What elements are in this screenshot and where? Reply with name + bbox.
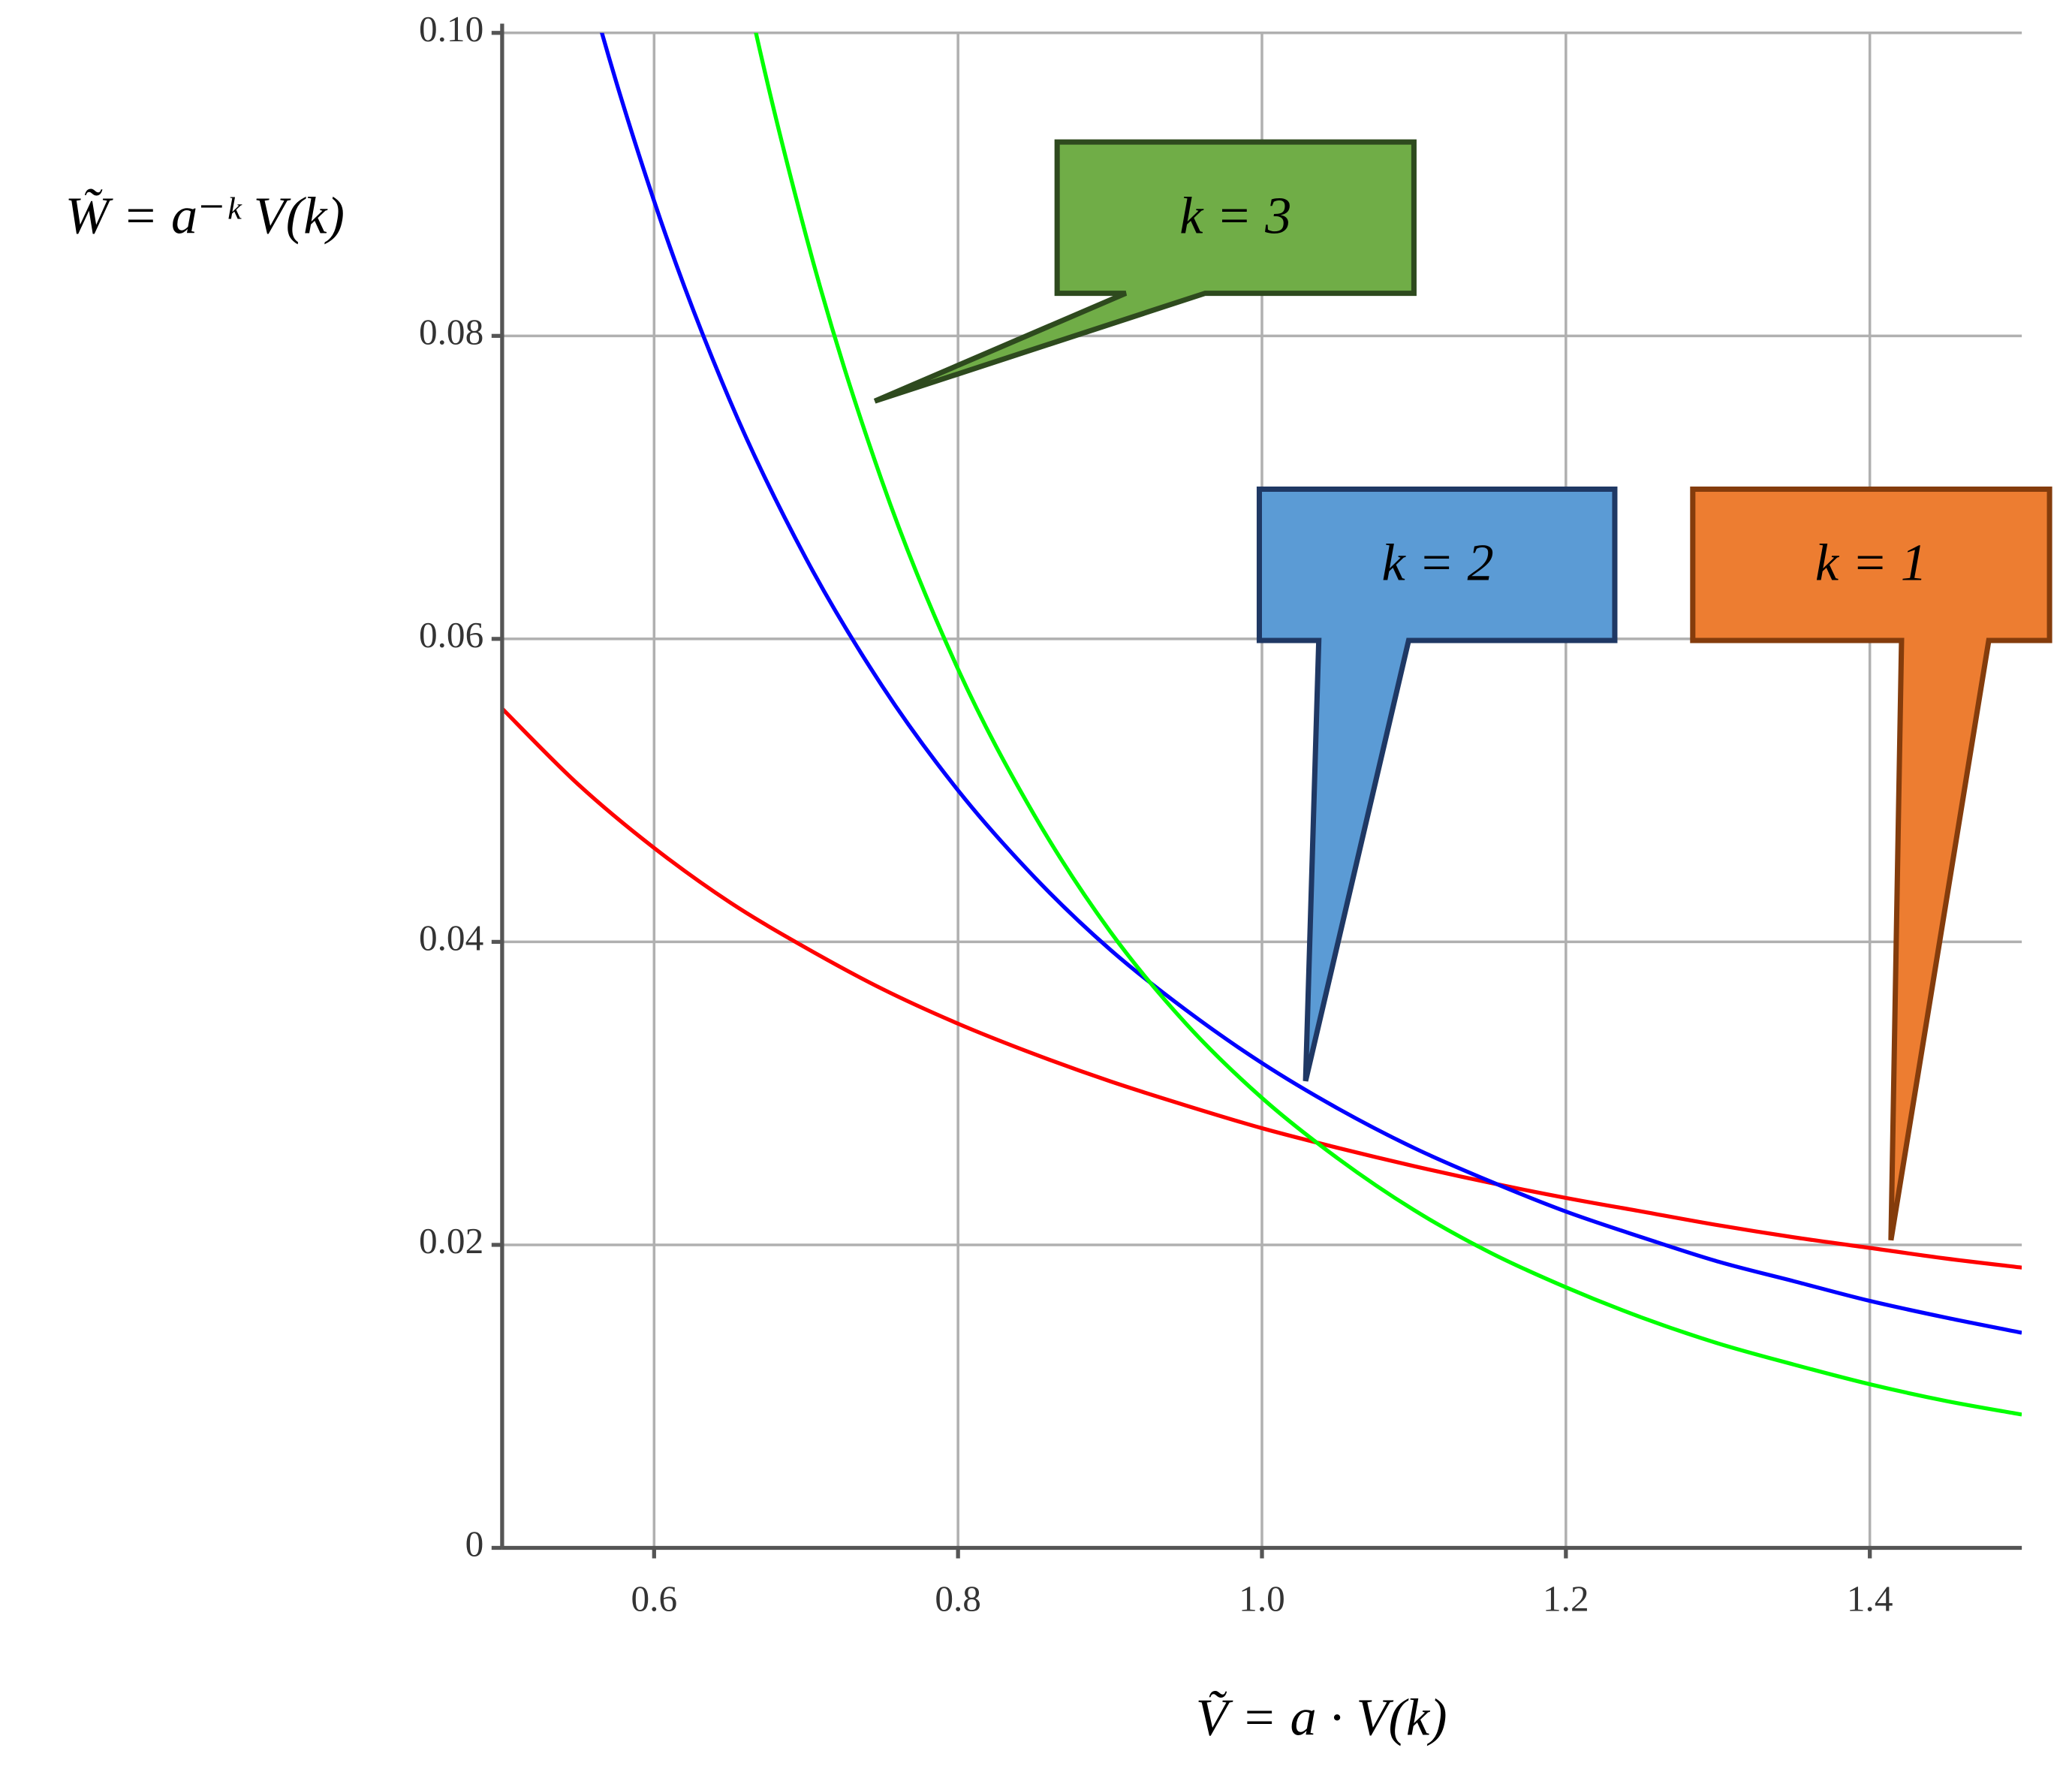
x-tick-label: 0.8 xyxy=(935,1578,981,1620)
series-line xyxy=(501,707,2022,1270)
y-tick-label: 0.06 xyxy=(419,614,483,655)
callout-label: k = 2 xyxy=(1382,534,1494,592)
lines xyxy=(501,32,2022,1417)
callout-k3 xyxy=(873,139,1417,404)
ticks: 0.6 0.8 1.0 1.2 1.4 0 0.02 0.04 0.06 0.08 0.10 xyxy=(419,8,1893,1619)
y-tick-label: 0 xyxy=(465,1523,484,1565)
x-tick-label: 1.0 xyxy=(1239,1578,1285,1620)
x-tick-label: 0.6 xyxy=(631,1578,677,1620)
callout-label: k = 1 xyxy=(1815,534,1927,592)
callout-k2 xyxy=(1256,487,1618,1082)
x-tick-label: 1.2 xyxy=(1543,1578,1589,1620)
y-axis-title: W̃ = a⁻ᵏ V(k) xyxy=(65,186,345,245)
y-tick-label: 0.02 xyxy=(419,1220,483,1261)
y-tick-label: 0.08 xyxy=(419,312,483,353)
x-axis-title: Ṽ = a · V(k) xyxy=(1196,1689,1447,1747)
callout-label: k = 3 xyxy=(1179,186,1291,245)
x-tick-label: 1.4 xyxy=(1847,1578,1893,1620)
y-tick-label: 0.10 xyxy=(419,8,483,50)
series-line xyxy=(754,32,2022,1417)
callout-k1 xyxy=(1690,487,2052,1241)
y-tick-label: 0.04 xyxy=(419,918,483,959)
